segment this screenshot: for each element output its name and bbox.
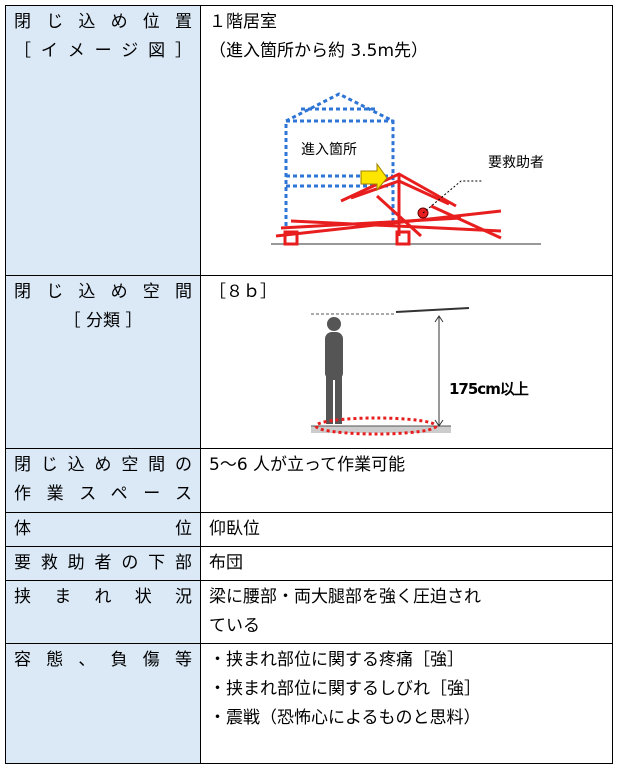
- content-text: 梁に腰部・両大腿部を強く圧迫され: [209, 587, 481, 607]
- table-row: 容態、負傷等 ・挟まれ部位に関する疼痛［強］ ・挟まれ部位に関するしびれ［強］ ・震戦…: [5, 643, 613, 764]
- content-text: （進入箇所から約 3.5m先）: [209, 41, 428, 61]
- label-text: 体位: [14, 519, 192, 539]
- entry-label: 進入箇所: [301, 141, 357, 158]
- label-text: ［イメージ図］: [14, 41, 192, 61]
- height-label: 175cm以上: [449, 380, 529, 398]
- content-cell: 仰臥位: [200, 512, 613, 547]
- content-cell: ・挟まれ部位に関する疼痛［強］ ・挟まれ部位に関するしびれ［強］ ・震戦（恐怖心によ…: [200, 643, 613, 764]
- entry-label-box: [298, 137, 378, 159]
- content-cell: 5〜6 人が立って作業可能: [200, 448, 613, 513]
- content-text: ［８ｂ］: [209, 282, 277, 302]
- table-row: 閉じ込め位置 ［イメージ図］ １階居室 （進入箇所から約 3.5m先） 進入箇所要救助者: [5, 5, 613, 276]
- content-text: 布団: [209, 553, 243, 573]
- label-cell: 体位: [5, 512, 201, 547]
- content-text: 仰臥位: [209, 519, 260, 539]
- table-row: 体位 仰臥位: [5, 512, 613, 547]
- content-text: １階居室: [209, 12, 277, 32]
- label-text: 要救助者の下部: [14, 553, 192, 573]
- label-cell: 容態、負傷等: [5, 643, 201, 764]
- content-cell: １階居室 （進入箇所から約 3.5m先） 進入箇所要救助者: [200, 5, 613, 276]
- content-text: ・挟まれ部位に関するしびれ［強］: [209, 679, 481, 699]
- info-table: 閉じ込め位置 ［イメージ図］ １階居室 （進入箇所から約 3.5m先） 進入箇所要救助者…: [5, 5, 613, 764]
- label-cell: 挟まれ状況: [5, 580, 201, 644]
- label-text: 容態、負傷等: [14, 650, 192, 670]
- content-text: ・挟まれ部位に関する疼痛［強］: [209, 650, 464, 670]
- table-row: 閉じ込め空間の 作業スペース 5〜6 人が立って作業可能: [5, 448, 613, 513]
- table-row: 要救助者の下部 布団: [5, 546, 613, 581]
- content-text: 5〜6 人が立って作業可能: [209, 455, 406, 475]
- label-cell: 閉じ込め空間の 作業スペース: [5, 448, 201, 513]
- label-text: 閉じ込め位置: [14, 12, 192, 32]
- content-cell: 梁に腰部・両大腿部を強く圧迫され ている: [200, 580, 613, 644]
- label-text: 作業スペース: [14, 484, 192, 504]
- content-cell: 布団: [200, 546, 613, 581]
- height-diagram: 175cm以上: [311, 307, 530, 436]
- content-text: ている: [209, 616, 260, 636]
- table-row: 挟まれ状況 梁に腰部・両大腿部を強く圧迫され ている: [5, 580, 613, 644]
- label-text: 閉じ込め空間: [14, 282, 192, 302]
- table-row: 閉じ込め空間 ［ 分類 ］ ［８ｂ］ 175cm以上: [5, 275, 613, 449]
- label-cell: 閉じ込め空間 ［ 分類 ］: [5, 275, 201, 449]
- victim-label: 要救助者: [488, 155, 544, 171]
- label-cell: 要救助者の下部: [5, 546, 201, 581]
- label-text: ［ 分類 ］: [63, 311, 143, 331]
- label-cell: 閉じ込め位置 ［イメージ図］: [5, 5, 201, 276]
- content-cell: ［８ｂ］ 175cm以上: [200, 275, 613, 449]
- label-text: 閉じ込め空間の: [14, 455, 192, 475]
- content-text: ・震戦（恐怖心によるものと思料）: [209, 708, 481, 728]
- label-text: 挟まれ状況: [14, 587, 192, 607]
